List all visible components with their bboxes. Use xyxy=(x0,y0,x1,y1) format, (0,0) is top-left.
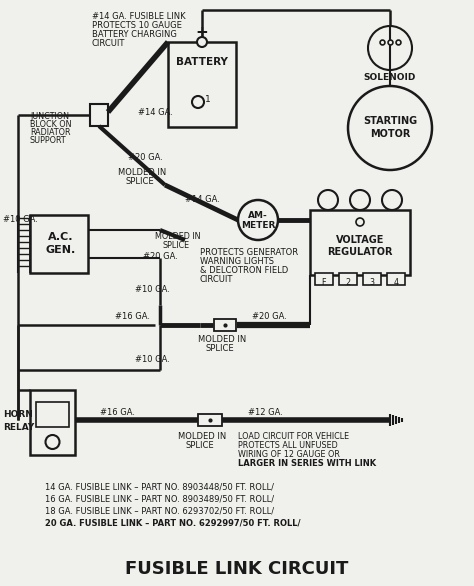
Text: MOLDED IN: MOLDED IN xyxy=(155,232,201,241)
Text: 2: 2 xyxy=(346,278,351,287)
Text: SPLICE: SPLICE xyxy=(206,344,235,353)
Text: 1: 1 xyxy=(205,94,211,104)
Text: BLOCK ON: BLOCK ON xyxy=(30,120,72,129)
Text: & DELCOTRON FIELD: & DELCOTRON FIELD xyxy=(200,266,288,275)
Text: BATTERY CHARGING: BATTERY CHARGING xyxy=(92,30,177,39)
Text: MOLDED IN: MOLDED IN xyxy=(118,168,166,177)
Bar xyxy=(310,210,410,275)
Text: #10 GA.: #10 GA. xyxy=(135,285,170,294)
Text: MOLDED IN: MOLDED IN xyxy=(178,432,226,441)
Circle shape xyxy=(350,190,370,210)
Text: WARNING LIGHTS: WARNING LIGHTS xyxy=(200,257,274,266)
Circle shape xyxy=(368,26,412,70)
Bar xyxy=(30,390,75,455)
Text: #16 GA.: #16 GA. xyxy=(100,408,135,417)
Text: CIRCUIT: CIRCUIT xyxy=(92,39,126,48)
Text: #10 GA.: #10 GA. xyxy=(3,215,38,224)
Text: 18 GA. FUSIBLE LINK – PART NO. 6293702/50 FT. ROLL/: 18 GA. FUSIBLE LINK – PART NO. 6293702/5… xyxy=(45,506,274,515)
Bar xyxy=(198,414,222,426)
Text: PROTECTS GENERATOR: PROTECTS GENERATOR xyxy=(200,248,298,257)
Text: #14 GA.: #14 GA. xyxy=(138,108,173,117)
Text: SPLICE: SPLICE xyxy=(186,441,215,450)
Text: PROTECTS 10 GAUGE: PROTECTS 10 GAUGE xyxy=(92,21,182,30)
Circle shape xyxy=(348,86,432,170)
Text: #14 GA.: #14 GA. xyxy=(185,195,220,204)
Bar xyxy=(36,402,69,427)
Text: SPLICE: SPLICE xyxy=(163,241,190,250)
Circle shape xyxy=(318,190,338,210)
Text: LARGER IN SERIES WITH LINK: LARGER IN SERIES WITH LINK xyxy=(238,459,376,468)
Bar xyxy=(214,319,236,331)
Text: 20 GA. FUSIBLE LINK – PART NO. 6292997/50 FT. ROLL/: 20 GA. FUSIBLE LINK – PART NO. 6292997/5… xyxy=(45,518,301,527)
Text: 16 GA. FUSIBLE LINK – PART NO. 8903489/50 FT. ROLL/: 16 GA. FUSIBLE LINK – PART NO. 8903489/5… xyxy=(45,494,274,503)
Text: GEN.: GEN. xyxy=(46,245,76,255)
Text: SPLICE: SPLICE xyxy=(126,177,155,186)
Text: #20 GA.: #20 GA. xyxy=(128,153,163,162)
Bar xyxy=(168,42,236,127)
Text: A.C.: A.C. xyxy=(48,232,74,242)
Text: LOAD CIRCUIT FOR VEHICLE: LOAD CIRCUIT FOR VEHICLE xyxy=(238,432,349,441)
Text: #20 GA.: #20 GA. xyxy=(252,312,287,321)
Circle shape xyxy=(382,190,402,210)
Bar xyxy=(90,104,108,126)
Bar xyxy=(339,273,357,285)
Bar xyxy=(30,215,88,273)
Text: MOTOR: MOTOR xyxy=(370,129,410,139)
Circle shape xyxy=(197,37,207,47)
Text: SUPPORT: SUPPORT xyxy=(30,136,67,145)
Text: FUSIBLE LINK CIRCUIT: FUSIBLE LINK CIRCUIT xyxy=(125,560,349,578)
Text: BATTERY: BATTERY xyxy=(176,57,228,67)
Circle shape xyxy=(192,96,204,108)
Text: METER: METER xyxy=(241,222,275,230)
Text: WIRING OF 12 GAUGE OR: WIRING OF 12 GAUGE OR xyxy=(238,450,340,459)
Text: #20 GA.: #20 GA. xyxy=(143,252,178,261)
Text: #14 GA. FUSIBLE LINK: #14 GA. FUSIBLE LINK xyxy=(92,12,186,21)
Text: SOLENOID: SOLENOID xyxy=(364,73,416,82)
Text: #10 GA.: #10 GA. xyxy=(135,355,170,364)
Text: F: F xyxy=(322,278,326,287)
Bar xyxy=(387,273,405,285)
Text: CIRCUIT: CIRCUIT xyxy=(200,275,233,284)
Text: #16 GA.: #16 GA. xyxy=(115,312,150,321)
Text: AM-: AM- xyxy=(248,210,268,220)
Text: STARTING: STARTING xyxy=(363,116,417,126)
Text: REGULATOR: REGULATOR xyxy=(327,247,393,257)
Text: 4: 4 xyxy=(393,278,399,287)
Text: 3: 3 xyxy=(370,278,374,287)
Circle shape xyxy=(356,218,364,226)
Bar xyxy=(315,273,333,285)
Text: HORN: HORN xyxy=(3,410,33,419)
Text: MOLDED IN: MOLDED IN xyxy=(198,335,246,344)
Circle shape xyxy=(46,435,60,449)
Circle shape xyxy=(238,200,278,240)
Text: RELAY: RELAY xyxy=(3,423,34,432)
Text: 14 GA. FUSIBLE LINK – PART NO. 8903448/50 FT. ROLL/: 14 GA. FUSIBLE LINK – PART NO. 8903448/5… xyxy=(45,482,274,491)
Text: +: + xyxy=(196,25,209,40)
Bar xyxy=(363,273,381,285)
Text: RADIATOR: RADIATOR xyxy=(30,128,71,137)
Text: JUNCTION: JUNCTION xyxy=(30,112,69,121)
Text: #12 GA.: #12 GA. xyxy=(248,408,283,417)
Text: PROTECTS ALL UNFUSED: PROTECTS ALL UNFUSED xyxy=(238,441,338,450)
Text: VOLTAGE: VOLTAGE xyxy=(336,235,384,245)
